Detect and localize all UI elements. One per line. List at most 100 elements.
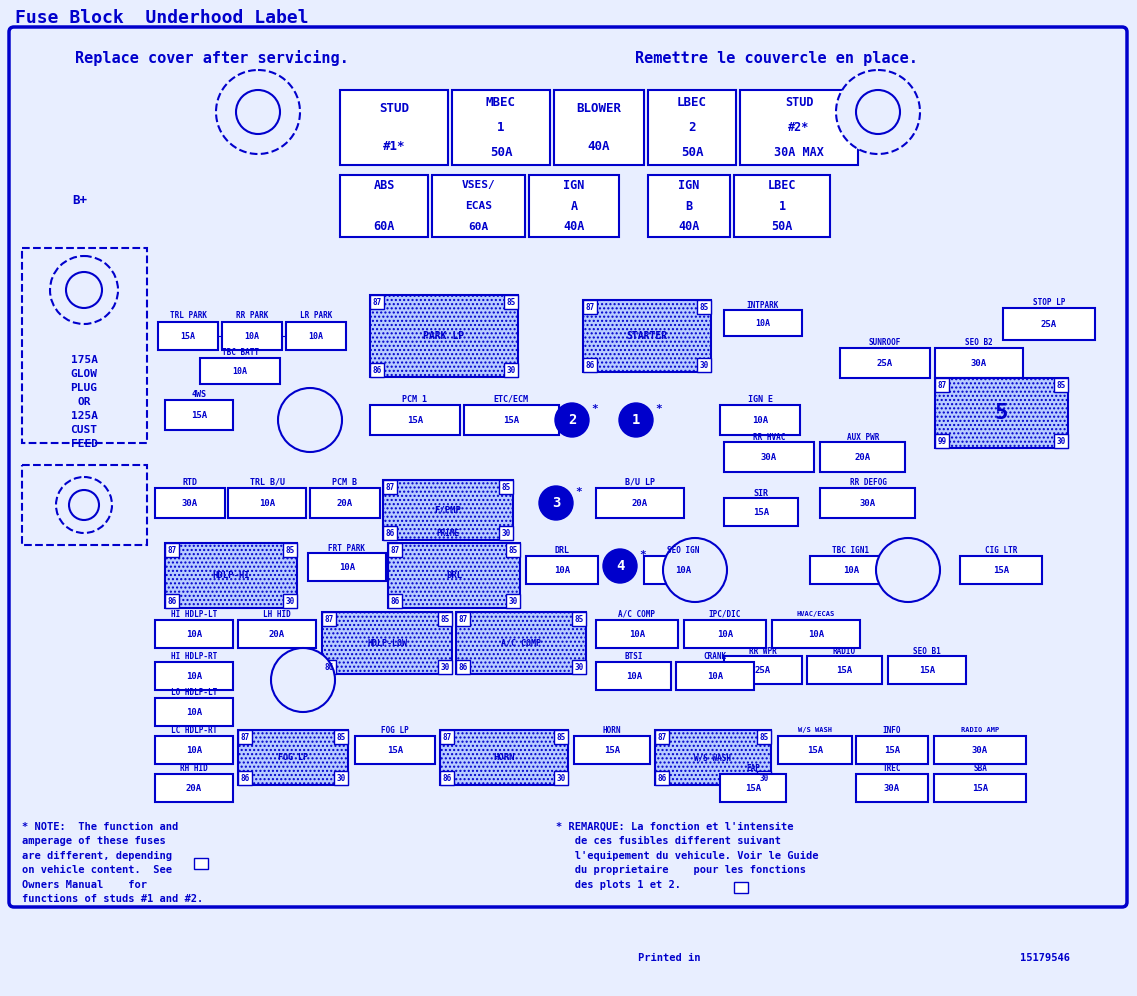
Text: 10A: 10A	[843, 566, 860, 575]
Bar	[238, 771, 252, 785]
Text: 40A: 40A	[679, 220, 699, 233]
Bar	[677, 662, 754, 690]
Bar	[526, 556, 598, 584]
Bar	[554, 730, 568, 744]
Text: 10A: 10A	[629, 629, 645, 638]
Text: ECAS: ECAS	[465, 201, 492, 211]
Text: STARTER: STARTER	[626, 331, 667, 341]
Text: GLOW: GLOW	[70, 369, 98, 379]
Bar	[388, 543, 402, 557]
Bar	[856, 774, 928, 802]
Circle shape	[663, 538, 727, 602]
Circle shape	[236, 90, 280, 134]
Text: 175A: 175A	[70, 355, 98, 365]
Text: HVAC/ECAS: HVAC/ECAS	[797, 611, 835, 617]
Text: 3: 3	[551, 496, 561, 510]
Text: HI HDLP-LT: HI HDLP-LT	[171, 610, 217, 619]
Text: 30: 30	[1056, 436, 1065, 445]
Text: 87: 87	[390, 546, 399, 555]
Bar	[583, 300, 597, 314]
Text: A/C COMP: A/C COMP	[501, 638, 541, 647]
Text: HDLP-HI: HDLP-HI	[213, 571, 250, 580]
Text: INFO: INFO	[882, 725, 902, 734]
Text: 10A: 10A	[717, 629, 733, 638]
Circle shape	[875, 538, 940, 602]
Text: 15A: 15A	[919, 665, 935, 674]
Bar	[456, 660, 470, 674]
Text: 1: 1	[779, 199, 786, 212]
Text: W/S WASH: W/S WASH	[798, 727, 832, 733]
Text: B/U LP: B/U LP	[625, 477, 655, 486]
Bar	[724, 310, 802, 336]
Text: 20A: 20A	[269, 629, 285, 638]
Text: 85: 85	[760, 732, 769, 741]
Bar	[440, 730, 454, 744]
Bar	[648, 175, 730, 237]
Text: 125A: 125A	[70, 411, 98, 421]
Text: 85: 85	[285, 546, 294, 555]
Bar	[355, 736, 435, 764]
Text: PCM 1: PCM 1	[402, 394, 428, 403]
Text: 30: 30	[699, 361, 708, 370]
Text: #1*: #1*	[383, 139, 405, 152]
Text: 10A: 10A	[755, 319, 771, 328]
Text: CIG LTR: CIG LTR	[985, 546, 1018, 555]
Text: * REMARQUE: La fonction et l'intensite
   de ces fusibles different suivant
   l: * REMARQUE: La fonction et l'intensite d…	[556, 822, 819, 889]
Text: PCM B: PCM B	[332, 477, 357, 486]
Bar	[499, 480, 513, 494]
Bar	[229, 488, 306, 518]
Text: 87: 87	[373, 298, 382, 307]
Text: 85: 85	[508, 546, 517, 555]
Text: 30: 30	[556, 774, 565, 783]
Text: HORN: HORN	[603, 725, 621, 734]
Circle shape	[856, 90, 901, 134]
Text: 15A: 15A	[745, 784, 761, 793]
Bar	[155, 662, 233, 690]
Bar	[888, 656, 966, 684]
Bar	[935, 348, 1023, 378]
Circle shape	[539, 486, 573, 520]
Text: IGN: IGN	[679, 179, 699, 192]
Text: 15A: 15A	[604, 745, 620, 755]
Text: LBEC: LBEC	[767, 179, 796, 192]
Text: TBC IGN1: TBC IGN1	[832, 546, 870, 555]
Text: 30A: 30A	[182, 499, 198, 508]
Text: SUNROOF: SUNROOF	[869, 338, 902, 347]
Text: OR: OR	[77, 397, 91, 407]
Text: VSES/: VSES/	[462, 180, 496, 190]
Text: A: A	[571, 199, 578, 212]
Text: 86: 86	[458, 662, 467, 671]
Text: HDLP-LOW: HDLP-LOW	[367, 638, 407, 647]
Bar	[334, 730, 348, 744]
Circle shape	[69, 490, 99, 520]
Text: 86: 86	[390, 597, 399, 606]
Text: 86: 86	[373, 366, 382, 374]
Text: IGN E: IGN E	[747, 394, 772, 403]
Bar	[1003, 308, 1095, 340]
Text: RR DEFOG: RR DEFOG	[849, 477, 887, 486]
Text: 86: 86	[240, 774, 250, 783]
Text: SEO B2: SEO B2	[965, 338, 993, 347]
Bar	[596, 620, 678, 648]
Bar	[322, 612, 337, 626]
Bar	[388, 594, 402, 608]
Bar	[644, 556, 722, 584]
Text: 99: 99	[937, 436, 947, 445]
Text: HI HDLP-RT: HI HDLP-RT	[171, 651, 217, 660]
Text: 87: 87	[458, 615, 467, 623]
Text: 25A: 25A	[1041, 320, 1057, 329]
Text: 85: 85	[337, 732, 346, 741]
Text: 10A: 10A	[186, 629, 202, 638]
Text: B: B	[686, 199, 692, 212]
Bar	[238, 730, 348, 785]
Bar	[933, 736, 1026, 764]
Text: 15A: 15A	[753, 508, 769, 517]
Bar	[1054, 378, 1068, 392]
Bar	[165, 543, 179, 557]
Bar	[572, 660, 586, 674]
Text: INTPARK: INTPARK	[747, 301, 779, 310]
Bar	[165, 594, 179, 608]
Bar	[724, 498, 798, 526]
Text: IPC/DIC: IPC/DIC	[708, 610, 741, 619]
Bar	[158, 322, 218, 350]
